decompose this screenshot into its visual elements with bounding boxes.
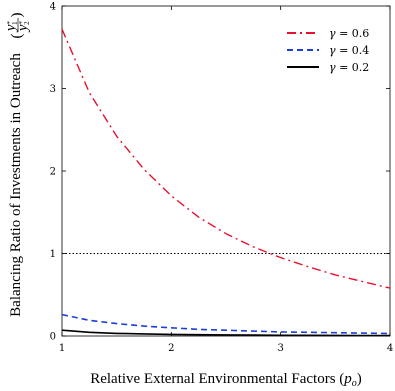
y-axis-fraction-paren-close: ) (9, 13, 25, 18)
y-axis-fraction-numerator: y*1 (3, 20, 19, 33)
x-axis-label: Relative External Environmental Factors … (90, 371, 362, 389)
legend-entry-3: γ = 0.2 (287, 61, 369, 74)
legend-label: γ = 0.2 (329, 61, 369, 74)
y-tick-label: 3 (50, 84, 56, 95)
y-tick-label: 0 (50, 332, 56, 343)
plot-area (61, 5, 391, 337)
legend-entry-2: γ = 0.4 (287, 44, 369, 57)
legend-entry-1: γ = 0.6 (287, 27, 369, 40)
y-tick-label: 1 (50, 249, 56, 260)
x-tick-label: 1 (59, 343, 65, 354)
y-tick-label: 2 (50, 167, 56, 178)
legend-label: γ = 0.4 (329, 44, 369, 57)
y-axis-fraction-paren-open: ( (9, 34, 25, 39)
x-tick-label: 4 (387, 343, 393, 354)
x-tick-label: 2 (168, 343, 174, 354)
series-line-1 (61, 28, 391, 289)
x-tick-label: 3 (277, 343, 283, 354)
y-axis-fraction-denominator: y*2 (15, 20, 31, 33)
legend-label: γ = 0.6 (329, 27, 369, 40)
y-tick-label: 4 (50, 2, 56, 13)
y-axis-label: Balancing Ratio of Investments in Outrea… (3, 13, 31, 317)
svg-text:Balancing Ratio of Investments: Balancing Ratio of Investments in Outrea… (8, 53, 24, 317)
series-line-3 (61, 329, 391, 337)
series-line-2 (61, 313, 391, 335)
